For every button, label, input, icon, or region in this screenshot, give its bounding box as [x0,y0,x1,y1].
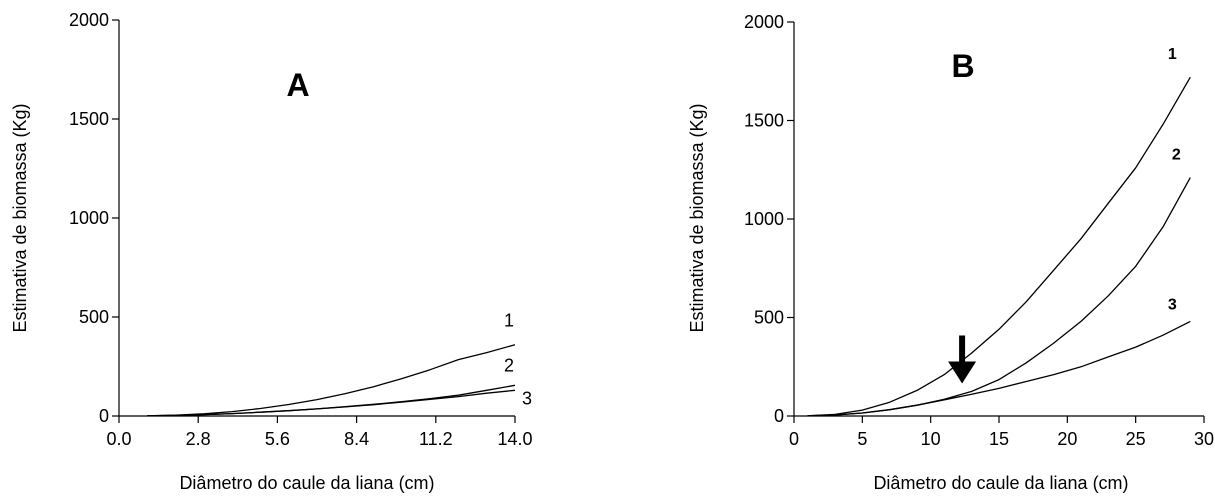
panel-b-series-3-line [807,320,1191,417]
panel-a-y-axis-label: Estimativa de biomassa (Kg) [10,103,30,332]
panel-b-y-tick-label: 1500 [744,111,784,131]
panel-a-y-tick-label: 1000 [69,208,109,228]
panel-b-series-1-label: 1 [1168,46,1177,63]
panel-a-y-tick-label: 0 [99,406,109,426]
arrow-shaft [959,335,966,364]
panel-b-series-2-line [807,177,1191,417]
panel-a-y-tick-label: 1500 [69,109,109,129]
panel-b-x-tick-label: 10 [921,429,941,449]
panel-a-chart: Estimativa de biomassa (Kg) Diâmetro do … [10,10,533,493]
panel-b-y-tick-label: 0 [774,406,784,426]
panel-b-y-tick-label: 500 [754,308,784,328]
arrow-head [948,361,977,384]
panel-a-series-2-line [147,384,516,417]
arrow-down-icon [948,335,977,384]
panel-a-x-axis-label: Diâmetro do caule da liana (cm) [179,473,434,493]
panel-a-x-tick-label: 11.2 [419,429,453,449]
panel-b-x-axis-label: Diâmetro do caule da liana (cm) [873,473,1128,493]
panel-b-label: B [951,48,974,84]
panel-a-x-tick-label: 14.0 [497,429,532,449]
panel-b-series-1-line [807,76,1191,417]
panel-b-x-tick-label: 5 [857,429,867,449]
panel-b-x-tick-label: 30 [1194,429,1214,449]
panel-b-series-3-label: 3 [1168,296,1177,313]
panel-b-y-axis-label: Estimativa de biomassa (Kg) [687,103,707,332]
panel-b-y-tick-label: 1000 [744,209,784,229]
panel-a-y-tick-label: 2000 [69,10,109,30]
panel-a-x-tick-label: 0.0 [106,429,131,449]
panel-a-series-1-line [147,344,516,417]
panel-a-x-tick-label: 8.4 [344,429,369,449]
panel-a-x-tick-label: 5.6 [265,429,290,449]
panel-a-series-3-label: 3 [522,388,532,408]
panel-b-chart: Estimativa de biomassa (Kg) Diâmetro do … [687,12,1214,493]
panel-a-series-2-label: 2 [504,355,514,375]
panel-b-x-tick-label: 20 [1057,429,1077,449]
panel-a-label: A [286,67,309,103]
panel-b-y-tick-label: 2000 [744,12,784,32]
panel-b-x-tick-label: 15 [989,429,1009,449]
panel-b-series-2-label: 2 [1172,147,1181,164]
panel-a-y-tick-label: 500 [79,307,109,327]
panel-a-x-tick-label: 2.8 [186,429,211,449]
panel-a-series-3-line [147,389,516,417]
panel-a-series-1-label: 1 [504,311,514,331]
panel-b-x-tick-label: 0 [789,429,799,449]
panel-b-x-tick-label: 25 [1126,429,1146,449]
